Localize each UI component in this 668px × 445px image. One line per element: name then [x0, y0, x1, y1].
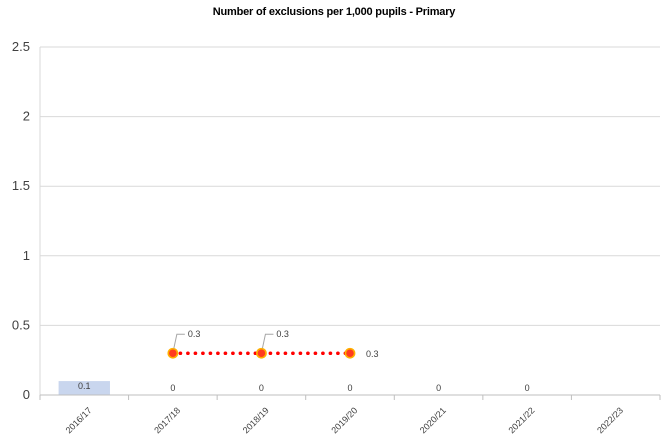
line-data-label: 0.3 [188, 329, 201, 339]
line-data-label: 0.3 [366, 349, 379, 359]
x-tick-label: 2017/18 [152, 405, 182, 435]
y-tick-label: 0.5 [12, 317, 30, 332]
chart-title: Number of exclusions per 1,000 pupils - … [212, 6, 456, 18]
bar-data-label: 0 [170, 383, 175, 393]
x-tick-label: 2018/19 [241, 405, 271, 435]
line-data-label: 0.3 [276, 329, 289, 339]
y-tick-label: 1 [23, 248, 30, 263]
line-marker [167, 347, 179, 359]
data-labels: 0.1 0 0 0 0 0 0.3 0.3 0.3 [78, 329, 530, 393]
x-tick-label: 2016/17 [64, 405, 94, 435]
y-tick-label: 0 [23, 387, 30, 402]
bar-data-label: 0 [259, 383, 264, 393]
leader-line [173, 333, 185, 349]
x-axis: 2016/17 2017/18 2018/19 2019/20 2020/21 2021/… [39, 394, 661, 435]
leader-line [261, 333, 274, 349]
y-tick-label: 2.5 [12, 39, 30, 54]
y-axis-ticks: 0 0.5 1 1.5 2 2.5 [12, 39, 30, 402]
gridlines [39, 46, 660, 395]
bar-series [58, 381, 110, 395]
line-marker [344, 347, 356, 359]
x-tick-label: 2020/21 [418, 405, 448, 435]
bar [58, 381, 110, 395]
y-tick-label: 2 [23, 109, 30, 124]
bar-data-label: 0 [525, 383, 530, 393]
y-tick-label: 1.5 [12, 178, 30, 193]
bar-data-label: 0 [347, 383, 352, 393]
bar-data-label: 0 [436, 383, 441, 393]
x-tick-label: 2022/23 [595, 405, 625, 435]
line-series [167, 347, 356, 359]
x-tick-label: 2021/22 [506, 405, 536, 435]
x-tick-label: 2019/20 [329, 405, 359, 435]
line-marker [256, 347, 267, 359]
bar-data-label: 0.1 [78, 381, 91, 391]
